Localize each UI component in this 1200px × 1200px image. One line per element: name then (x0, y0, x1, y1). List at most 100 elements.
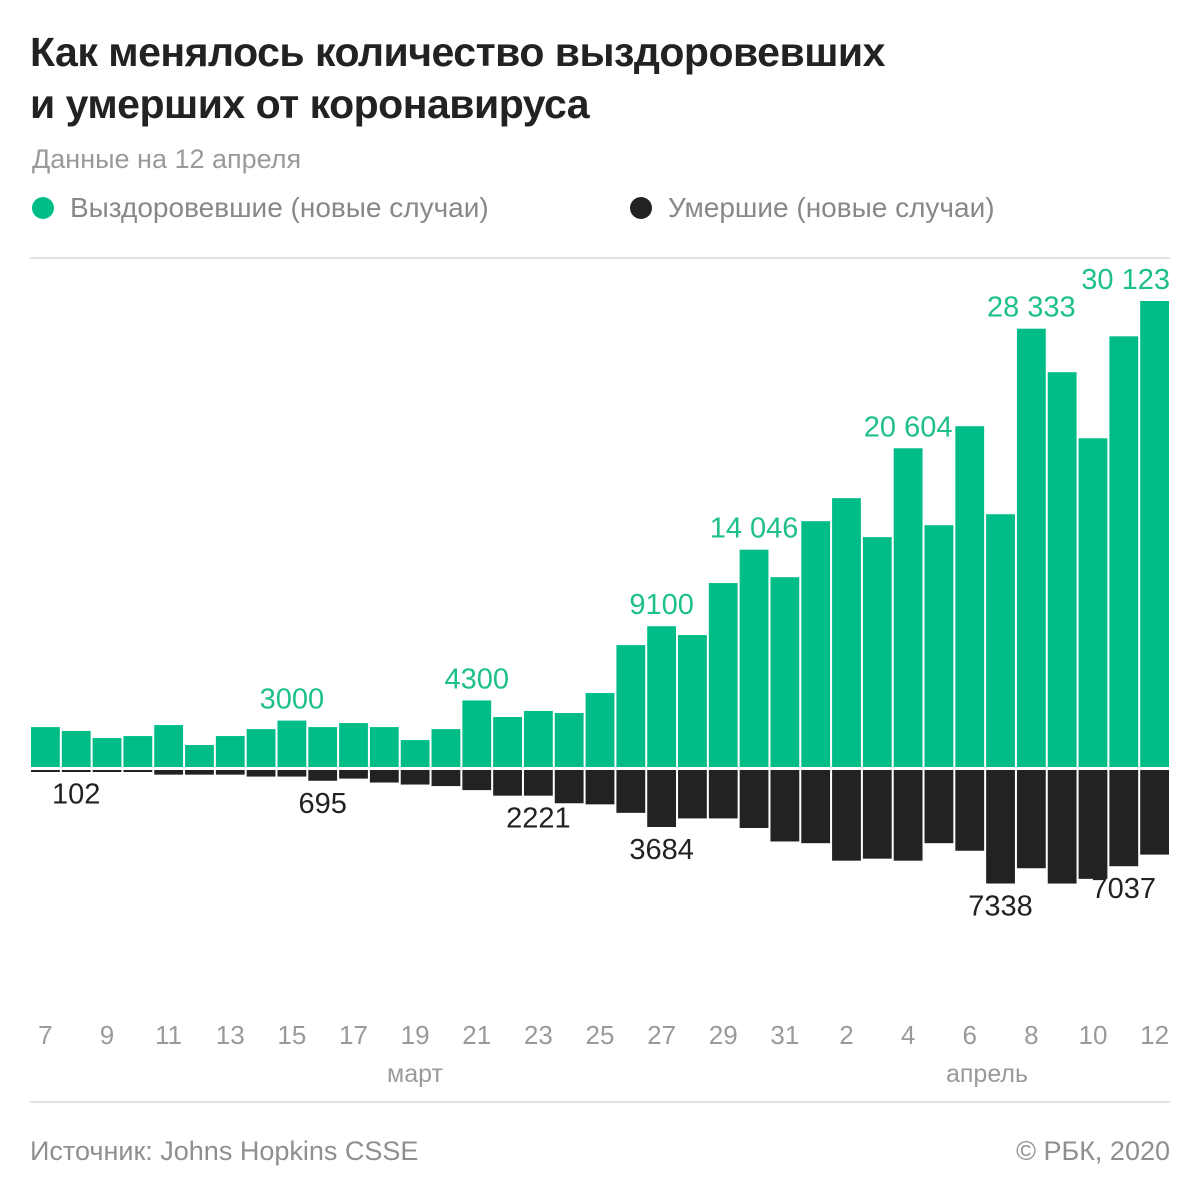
death-value-label: 7037 (1092, 873, 1157, 905)
death-bar (554, 770, 584, 804)
death-bar (924, 770, 954, 844)
death-bar (431, 770, 461, 787)
recovered-bar (92, 738, 122, 767)
legend-label-recovered: Выздоровевшие (новые случаи) (70, 192, 489, 223)
recovered-bar (400, 740, 430, 767)
recovered-value-label: 14 046 (710, 513, 799, 545)
recovered-bar (1140, 301, 1169, 767)
recovered-bar (523, 710, 553, 767)
death-bar (955, 770, 985, 851)
death-bar (1140, 770, 1169, 855)
death-bar (1109, 770, 1139, 867)
death-bar (708, 770, 738, 819)
death-value-label: 7338 (968, 891, 1033, 923)
death-bar (1078, 770, 1108, 879)
death-bar (893, 770, 923, 861)
title-line-1: Как менялось количество выздоровевших (30, 29, 885, 75)
death-bar (277, 770, 307, 777)
recovered-bar (339, 723, 368, 767)
death-bar (339, 770, 368, 779)
recovered-value-label: 4300 (444, 663, 509, 695)
x-tick-label: 27 (647, 1020, 676, 1050)
death-bar (369, 770, 399, 783)
death-bar (123, 770, 153, 772)
recovered-bar (955, 426, 985, 767)
death-bar (185, 770, 214, 775)
recovered-bar (154, 725, 184, 767)
death-bar (462, 770, 492, 791)
death-bar (400, 770, 430, 785)
x-tick-label: 12 (1140, 1020, 1169, 1050)
month-label-april: апрель (946, 1060, 1028, 1088)
recovered-bar (770, 577, 800, 767)
green-dot-icon (32, 197, 54, 219)
black-dot-icon (630, 197, 652, 219)
recovered-bar (893, 448, 923, 767)
chart-subtitle: Данные на 12 апреля (32, 144, 302, 174)
death-bar (1016, 770, 1046, 869)
recovered-bar (554, 713, 584, 767)
recovered-bar (277, 720, 307, 767)
death-bar (770, 770, 800, 842)
recovered-bar (585, 693, 615, 767)
top-divider (30, 257, 1170, 259)
copyright: © РБК, 2020 (1016, 1136, 1170, 1166)
death-bar (585, 770, 615, 805)
x-tick-label: 9 (100, 1020, 114, 1050)
death-bar (862, 770, 892, 859)
death-bar (616, 770, 646, 813)
bottom-divider (30, 1101, 1170, 1103)
death-bar (31, 770, 60, 772)
x-tick-label: 31 (770, 1020, 799, 1050)
legend-label-deaths: Умершие (новые случаи) (668, 192, 995, 223)
x-tick-label: 13 (216, 1020, 245, 1050)
title-line-2: и умерших от коронавируса (30, 81, 590, 127)
x-tick-label: 29 (709, 1020, 738, 1050)
recovered-bar (185, 745, 214, 767)
recovered-bar (924, 525, 954, 767)
x-tick-label: 4 (901, 1020, 915, 1050)
x-tick-label: 15 (277, 1020, 306, 1050)
recovered-value-label: 28 333 (987, 292, 1076, 324)
death-bar (92, 770, 122, 772)
recovered-bar (215, 736, 245, 767)
death-bar (1047, 770, 1077, 884)
recovered-bar (31, 727, 60, 767)
recovered-bar (1016, 328, 1046, 767)
recovered-bar (708, 583, 738, 767)
chart-title: Как менялось количество выздоровевших и … (30, 26, 885, 130)
recovered-bar (616, 645, 646, 767)
recovered-bar (246, 729, 276, 767)
death-value-label: 102 (52, 779, 100, 811)
source-note: Источник: Johns Hopkins CSSE (30, 1136, 419, 1166)
death-value-label: 3684 (629, 834, 694, 866)
x-tick-label: 19 (401, 1020, 430, 1050)
x-tick-label: 6 (962, 1020, 976, 1050)
recovered-bar (123, 736, 153, 767)
recovered-bar (678, 635, 707, 767)
death-bar (832, 770, 861, 861)
recovered-value-label: 30 123 (1081, 264, 1170, 296)
recovered-bar (832, 498, 861, 767)
x-tick-label: 7 (38, 1020, 52, 1050)
death-bar (678, 770, 707, 819)
death-bar (493, 770, 522, 796)
recovered-value-label: 20 604 (864, 411, 953, 443)
death-bar (246, 770, 276, 777)
recovered-bar (1078, 438, 1108, 767)
recovered-bar (369, 727, 399, 767)
x-tick-label: 8 (1024, 1020, 1038, 1050)
death-bar (801, 770, 831, 844)
death-bar (739, 770, 769, 829)
death-value-label: 2221 (506, 803, 571, 835)
x-tick-label: 11 (155, 1020, 182, 1050)
recovered-bar (1109, 336, 1139, 767)
recovered-value-label: 3000 (260, 684, 325, 716)
month-label-march: март (387, 1060, 443, 1088)
x-tick-label: 23 (524, 1020, 553, 1050)
recovered-value-label: 9100 (629, 589, 694, 621)
legend-item-deaths: Умершие (новые случаи) (630, 192, 995, 224)
death-value-label: 695 (299, 788, 347, 820)
